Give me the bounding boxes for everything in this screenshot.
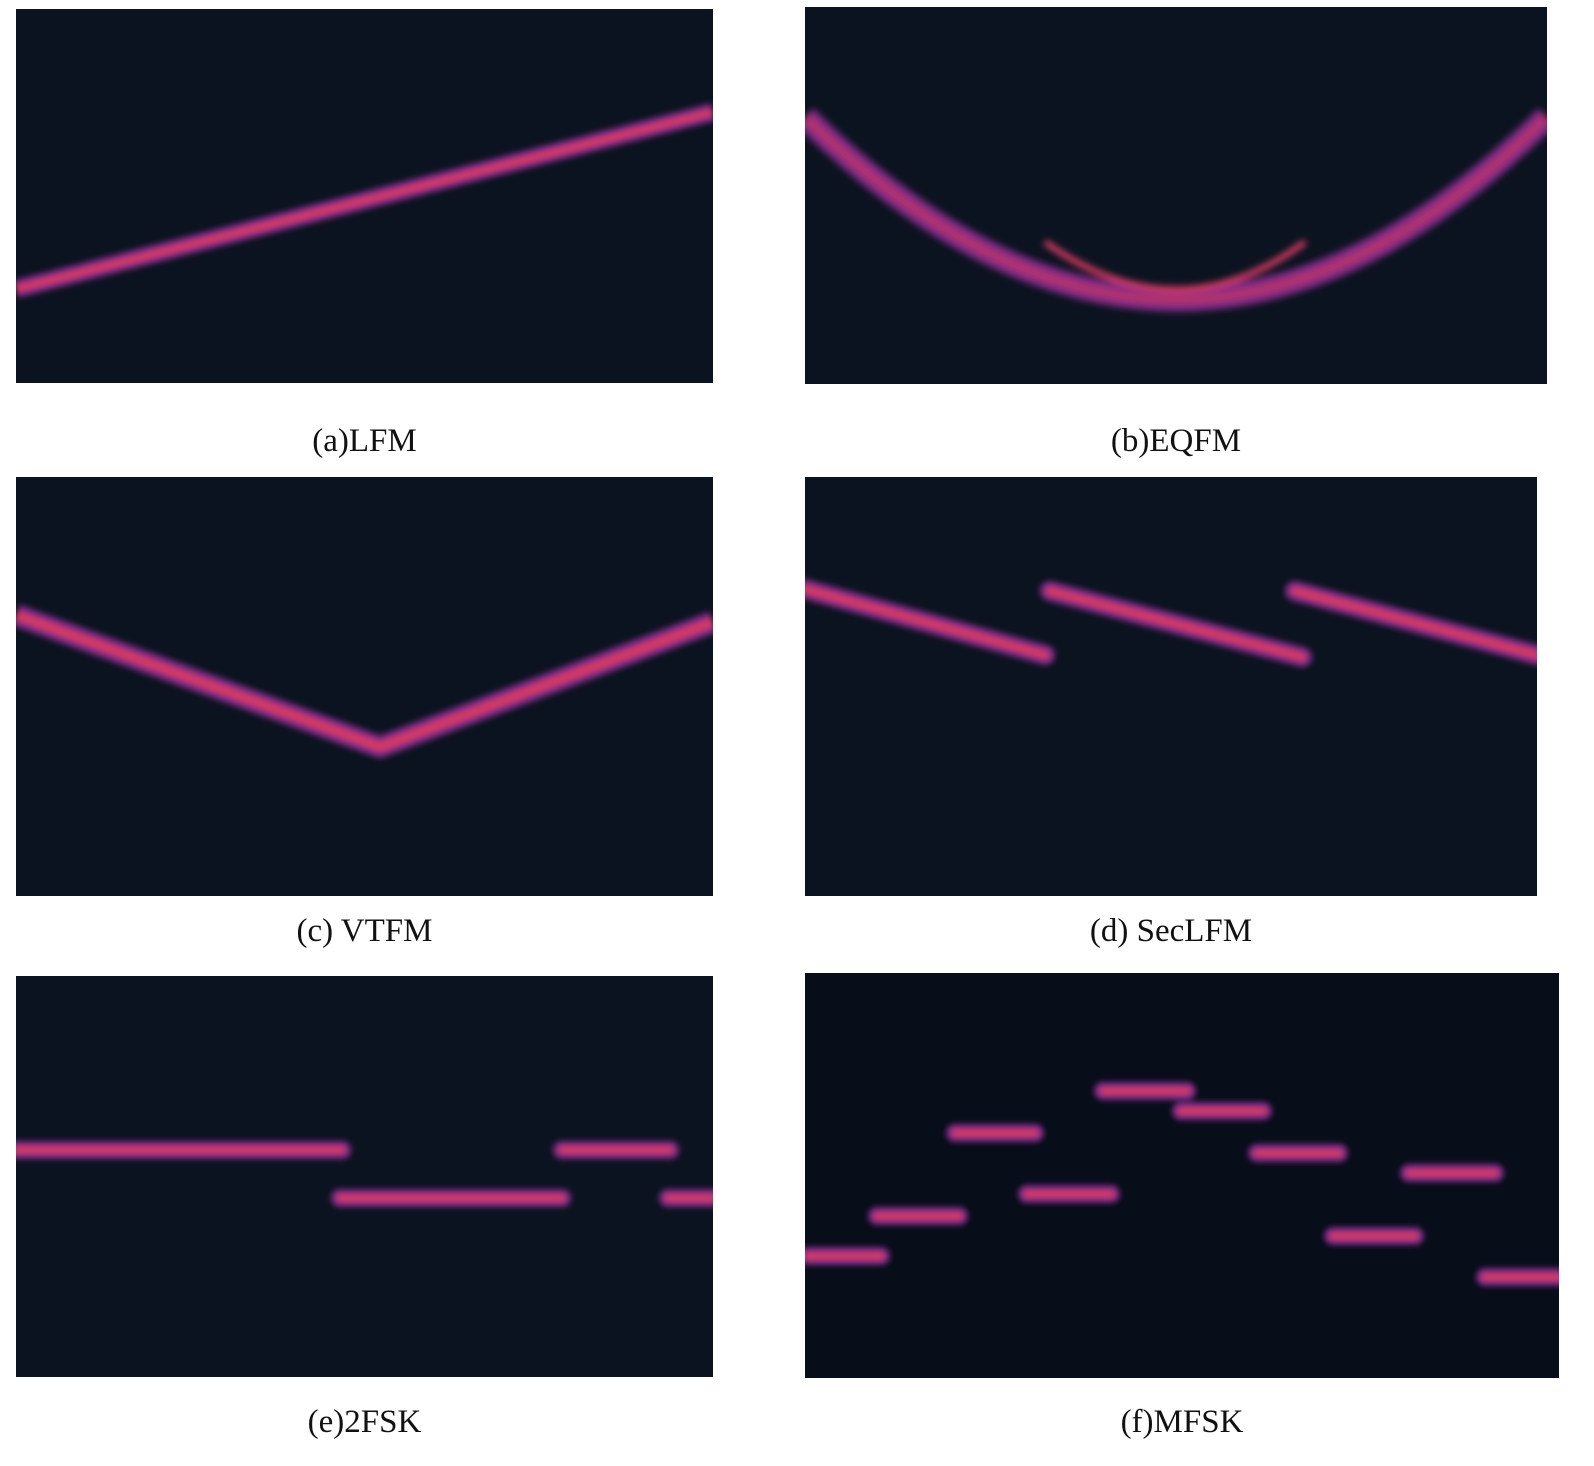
spectrogram-background: [16, 976, 713, 1377]
lfm-spectrogram: [16, 9, 713, 383]
eqfm-track-core: [1043, 239, 1307, 293]
spectrogram-background: [805, 477, 1537, 896]
mfsk-spectrogram: [805, 973, 1559, 1378]
seclfm-segment: [805, 585, 1049, 659]
vtfm-spectrogram: [16, 477, 713, 896]
caption-lfm: (a)LFM: [312, 423, 417, 459]
caption-mfsk: (f)MFSK: [1120, 1404, 1244, 1440]
eqfm-spectrogram: [805, 7, 1547, 384]
mfsk-tones: [805, 1087, 1559, 1281]
seclfm-spectrogram: [805, 477, 1537, 896]
eqfm-track: [805, 113, 1547, 305]
2fsk-spectrogram: [16, 976, 713, 1377]
panel-seclfm: [805, 477, 1537, 896]
spectrogram-background: [16, 477, 713, 896]
spectrogram-background: [805, 7, 1547, 384]
panel-lfm: [16, 9, 713, 383]
lfm-track: [16, 108, 713, 293]
2fsk-tones: [16, 1146, 713, 1202]
seclfm-tracks: [805, 585, 1537, 661]
panel-vtfm: [16, 477, 713, 896]
seclfm-segment: [1046, 587, 1306, 661]
caption-seclfm: (d) SecLFM: [1089, 913, 1253, 949]
panel-mfsk: [805, 973, 1559, 1378]
panel-2fsk: [16, 976, 713, 1377]
caption-eqfm: (b)EQFM: [1110, 423, 1242, 459]
caption-2fsk: (e)2FSK: [307, 1404, 422, 1440]
caption-vtfm: (c) VTFM: [296, 913, 433, 949]
seclfm-segment: [1291, 587, 1537, 659]
panel-eqfm: [805, 7, 1547, 384]
vtfm-track: [16, 610, 713, 752]
